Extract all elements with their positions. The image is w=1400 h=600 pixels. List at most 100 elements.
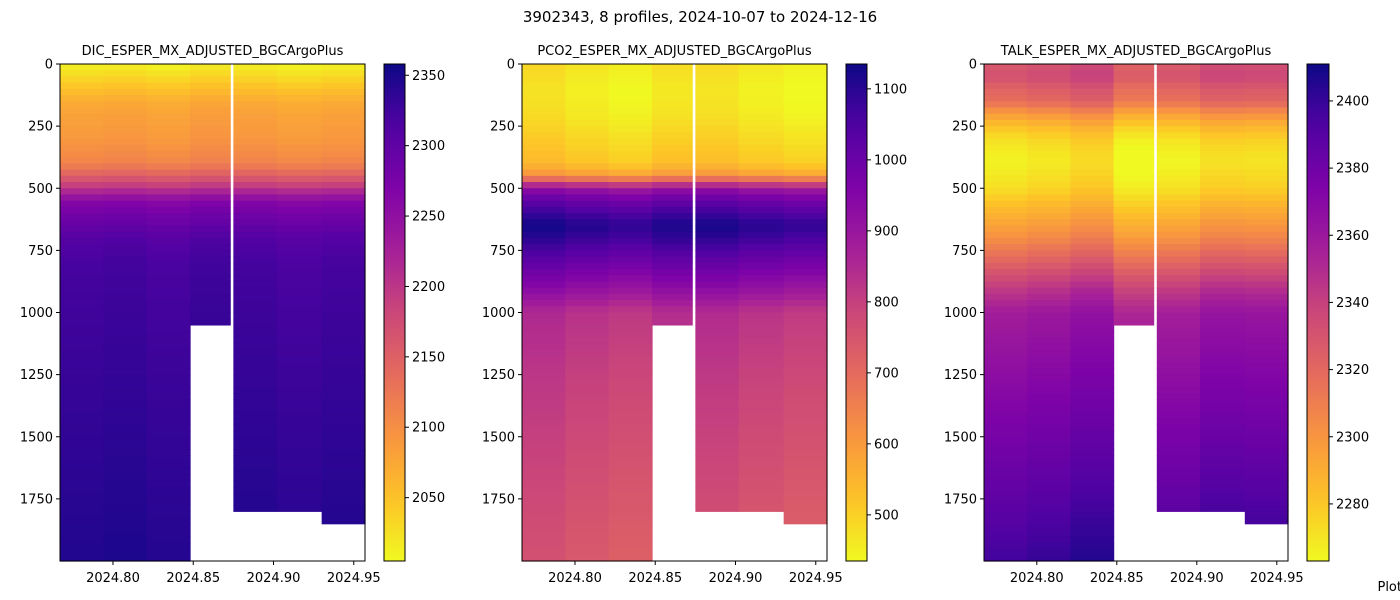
heatmap-cell [1244,269,1289,276]
heatmap-cell [60,355,104,363]
heatmap-cell [565,157,610,164]
colorbar-tick-label: 2360 [1336,229,1369,244]
heatmap-cell [233,368,278,376]
heatmap-cell [276,498,323,506]
heatmap-cell [522,449,566,456]
heatmap-cell [565,480,610,488]
colorbar-tick-label: 2380 [1336,162,1369,177]
heatmap-cell [522,95,566,102]
heatmap-cell [60,287,104,295]
heatmap-cell [783,331,828,338]
heatmap-cell [60,343,104,351]
heatmap-cell [60,300,104,307]
heatmap-cell [60,393,104,401]
heatmap-cell [783,213,828,220]
heatmap-cell [1200,442,1246,450]
heatmap-cell [1027,405,1071,413]
heatmap-cell [565,529,610,537]
heatmap-cell [984,300,1028,307]
heatmap-cell [103,374,148,382]
heatmap-cell [522,244,566,251]
heatmap-cell [738,206,785,214]
heatmap-cell [1113,182,1155,189]
heatmap-cell [103,461,148,469]
heatmap-cell [522,269,566,276]
heatmap-cell [565,337,610,345]
heatmap-cell [321,511,366,519]
heatmap-cell [738,442,785,450]
heatmap-cell [146,182,191,189]
heatmap-cell [103,76,148,84]
heatmap-cell [321,355,366,363]
heatmap-cell [1244,231,1289,239]
heatmap-cell [233,424,278,432]
heatmap-cell [103,113,148,121]
heatmap-cell [146,219,191,227]
heatmap-cell [608,461,653,469]
heatmap-cell [276,480,323,488]
heatmap-cell [522,64,566,71]
heatmap-cell [522,387,566,394]
heatmap-cell [1070,287,1115,295]
heatmap-cell [783,424,828,432]
heatmap-cell [984,231,1028,239]
heatmap-cell [321,231,366,239]
heatmap-cell [984,343,1028,351]
heatmap-cell [321,76,366,84]
heatmap-cell [103,300,148,307]
heatmap-cell [783,418,828,425]
heatmap-cell [146,287,191,295]
heatmap-cell [738,250,785,258]
heatmap-cell [146,436,191,444]
heatmap-cell [738,300,785,307]
heatmap-cell [522,331,566,338]
heatmap-cell [321,275,366,283]
heatmap-cell [984,256,1028,264]
heatmap-cell [695,505,740,512]
heatmap-cell [1156,194,1201,202]
heatmap-cell [608,492,653,500]
heatmap-cell [233,467,278,475]
heatmap-cell [146,306,191,314]
heatmap-cell [565,393,610,401]
heatmap-cell [608,113,653,121]
heatmap-cell [608,362,653,370]
heatmap-cell [783,318,828,326]
heatmap-cell [276,436,323,444]
heatmap-cell [60,498,104,506]
heatmap-cell [1156,318,1201,326]
heatmap-cell [103,387,148,394]
heatmap-cell [276,206,323,214]
heatmap-cell [103,281,148,289]
heatmap-cell [783,101,828,109]
heatmap-cell [233,505,278,512]
heatmap-cell [190,126,231,133]
heatmap-cell [1244,399,1289,407]
heatmap-cell [984,424,1028,432]
heatmap-cell [1244,244,1289,251]
heatmap-cell [321,244,366,251]
heatmap-cell [233,312,278,320]
heatmap-cell [652,101,693,109]
heatmap-cell [1027,64,1071,71]
heatmap-cell [321,424,366,432]
heatmap-cell [190,293,231,301]
heatmap-cell [652,262,693,270]
heatmap-cell [565,101,610,109]
heatmap-cell [233,244,278,251]
heatmap-cell [783,449,828,456]
heatmap-cell [1156,424,1201,432]
heatmap-cell [1113,231,1155,239]
heatmap-cell [146,126,191,133]
heatmap-cell [565,225,610,233]
heatmap-cell [1027,492,1071,500]
heatmap-cell [190,275,231,283]
heatmap-cell [1027,511,1071,519]
heatmap-cell [233,480,278,488]
heatmap-cell [233,474,278,481]
panel-title: DIC_ESPER_MX_ADJUSTED_BGCArgoPlus [82,44,344,59]
heatmap-cell [984,374,1028,382]
heatmap-cell [1027,368,1071,376]
heatmap-cell [652,200,693,208]
heatmap-cell [652,312,693,320]
